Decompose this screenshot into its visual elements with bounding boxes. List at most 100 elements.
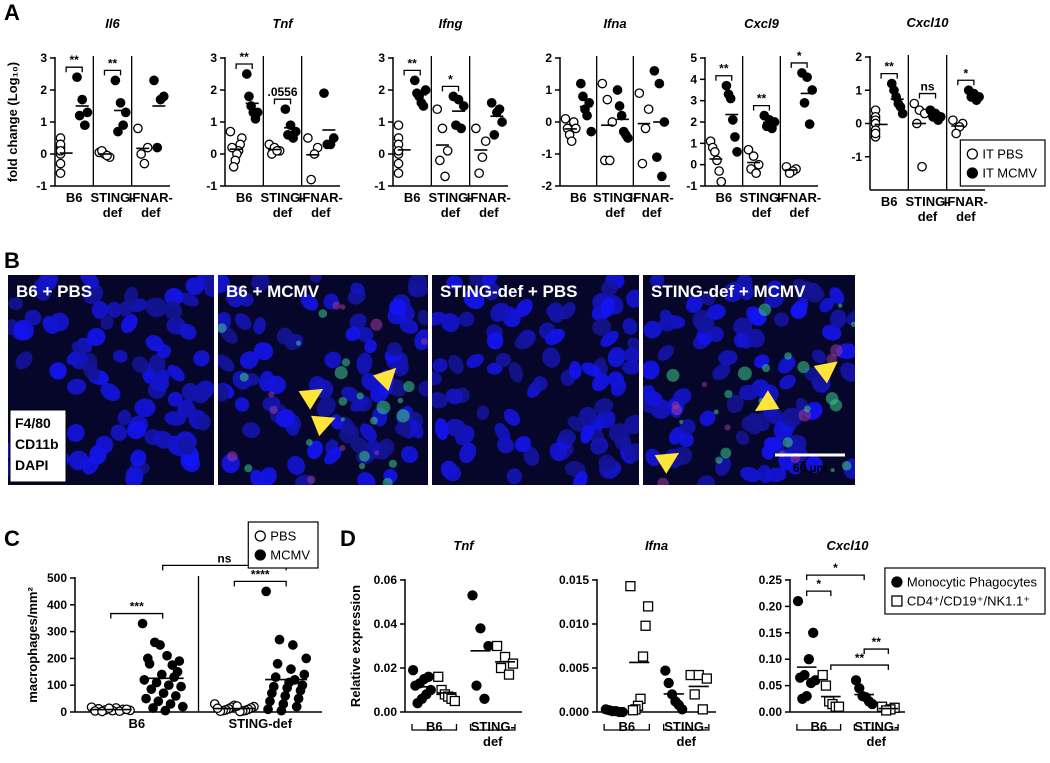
data-point (263, 704, 273, 715)
nucleus (432, 358, 448, 373)
data-point (649, 65, 660, 76)
data-point (805, 677, 817, 689)
significance-bracket (806, 574, 865, 581)
data-point (467, 590, 478, 601)
nucleus (218, 311, 232, 334)
data-point (933, 115, 944, 126)
x-tick-label: STING-def (471, 719, 515, 749)
data-point (614, 101, 625, 111)
nucleus (121, 314, 138, 334)
nucleus (614, 434, 632, 450)
nucleus (486, 332, 504, 350)
nucleus (497, 437, 515, 454)
chart-title: Cxcl10 (907, 15, 950, 30)
data-point (280, 104, 291, 115)
nucleus (458, 311, 475, 327)
legend-label: IT PBS (982, 147, 1023, 162)
y-tick-label: 1 (210, 115, 217, 129)
nucleus (398, 419, 412, 438)
stain-spot (226, 451, 238, 462)
nucleus (598, 454, 616, 472)
nucleus (506, 468, 523, 485)
stain-spot (701, 381, 708, 388)
x-tick-label: IFNAR-def (467, 190, 511, 220)
nucleus (417, 309, 428, 326)
significance-label: **** (251, 567, 270, 581)
y-tick-label: 0.04 (374, 617, 398, 631)
nucleus (573, 471, 588, 485)
nucleus (350, 282, 365, 296)
data-point (627, 705, 639, 716)
significance-bracket (65, 66, 83, 73)
nucleus (514, 333, 535, 350)
nucleus (309, 275, 323, 283)
nucleus (112, 349, 128, 363)
nucleus (67, 423, 85, 443)
nucleus (733, 332, 749, 348)
nucleus (66, 378, 87, 395)
nucleus (50, 312, 70, 332)
y-tick-label: 100 (47, 678, 67, 692)
x-tick-label: STING-def (260, 190, 304, 220)
data-point (732, 147, 742, 157)
data-point (153, 696, 164, 707)
nucleus (490, 302, 510, 322)
data-point (663, 677, 674, 689)
data-point (456, 123, 467, 134)
y-axis-label: macrophages/mm² (25, 587, 40, 703)
stain-spot (339, 445, 346, 451)
data-point (503, 669, 515, 680)
data-point (133, 123, 143, 134)
legend-swatch (254, 549, 266, 561)
nucleus (349, 313, 367, 330)
data-point (607, 117, 618, 127)
stain-spot (666, 368, 680, 382)
data-point (495, 662, 507, 674)
nucleus (106, 301, 122, 318)
legend: PBS MCMV (247, 521, 319, 569)
nucleus (178, 292, 199, 307)
nucleus (341, 386, 360, 402)
data-point (479, 693, 490, 704)
category-bracket (796, 724, 842, 731)
legend-label: PBS (270, 529, 296, 544)
data-point (471, 680, 482, 691)
y-tick-label: -1 (36, 179, 47, 193)
significance-bracket (233, 580, 287, 587)
data-point (710, 147, 720, 157)
data-point (640, 620, 651, 631)
significance-bracket (441, 85, 460, 92)
nucleus (125, 467, 144, 485)
data-point (475, 623, 486, 634)
nucleus (545, 328, 565, 346)
data-point (418, 101, 429, 111)
data-point (727, 115, 738, 125)
data-point (110, 75, 121, 86)
legend-label: IT MCMV (982, 166, 1037, 181)
nucleus (95, 435, 114, 454)
data-point (118, 120, 129, 131)
data-point (767, 123, 777, 134)
nucleus (764, 292, 785, 309)
nucleus (356, 352, 373, 375)
x-tick-label: STING-def (854, 719, 898, 749)
stain-spot (396, 409, 410, 423)
significance-bracket (957, 79, 975, 86)
panel-label: A (4, 0, 20, 25)
nucleus (767, 280, 783, 294)
nucleus (745, 412, 763, 435)
nucleus (610, 379, 627, 397)
y-tick-label: 0.10 (759, 652, 783, 666)
nucleus (657, 345, 674, 361)
y-tick-label: 200 (47, 651, 67, 665)
y-tick-label: -1 (686, 179, 697, 193)
nucleus (234, 397, 250, 412)
stain-spot (850, 321, 855, 328)
nucleus (91, 300, 109, 319)
legend-swatch (966, 148, 978, 160)
data-point (971, 95, 982, 106)
stain-spot (359, 450, 370, 462)
data-point (716, 176, 727, 187)
nucleus (805, 455, 823, 473)
nucleus (432, 392, 448, 409)
